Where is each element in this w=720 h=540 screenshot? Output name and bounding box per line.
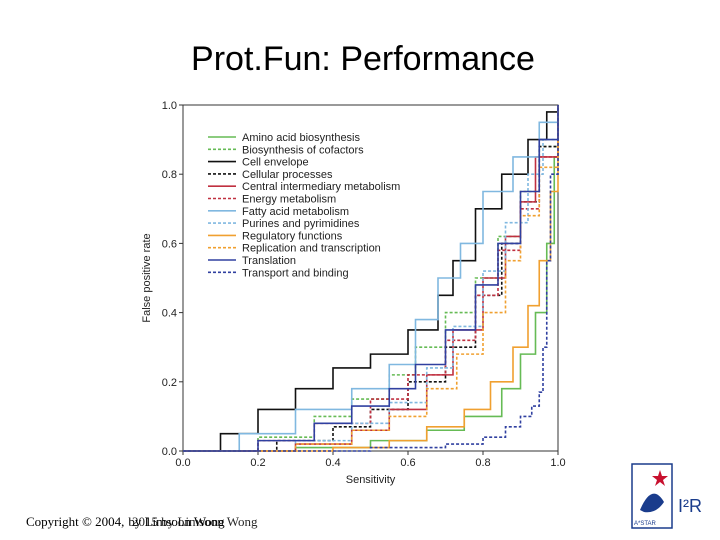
y-tick-label: 0.6 — [162, 238, 177, 250]
y-axis-label: False positive rate — [141, 233, 153, 322]
series-line — [183, 105, 559, 452]
x-tick-label: 0.0 — [175, 457, 190, 469]
series-line — [183, 105, 559, 452]
footer-author-overlay: 2015 by Limsoon Wong — [132, 514, 258, 529]
legend-label: Purines and pyrimidines — [242, 218, 360, 230]
logo-mark — [640, 493, 664, 513]
x-tick-label: 0.4 — [325, 457, 340, 469]
y-tick-label: 1.0 — [162, 100, 177, 112]
logo-frame — [631, 463, 673, 529]
footer-author: by Limsoon Wong — [128, 514, 225, 529]
chart-axes: 0.0 0.2 0.4 0.6 0.8 1.0 0.0 0.2 0.4 0.6 0.8 1.0 Sens… — [141, 100, 566, 486]
series-line — [183, 105, 559, 452]
x-tick-label: 1.0 — [550, 457, 565, 469]
y-tick-label: 0.8 — [162, 169, 177, 181]
legend-label: Biosynthesis of cofactors — [242, 144, 364, 156]
y-tick-label: 0.0 — [162, 446, 177, 458]
series-line — [183, 105, 559, 452]
x-tick-label: 0.8 — [475, 457, 490, 469]
slide-title: Prot.Fun: Performance — [191, 40, 535, 78]
series-line — [183, 105, 559, 452]
legend-label: Central intermediary metabolism — [242, 181, 400, 193]
legend-label: Transport and binding — [242, 267, 349, 279]
x-axis-label: Sensitivity — [346, 474, 396, 486]
legend-label: Cellular processes — [242, 169, 333, 181]
legend-label: Energy metabolism — [242, 194, 336, 206]
legend-label: Fatty acid metabolism — [242, 206, 349, 218]
series-line — [183, 105, 559, 452]
series-line — [183, 105, 559, 452]
i2r-logo: A*STAR I²R — [631, 463, 702, 529]
footer-copyright: Copyright © 2004, — [26, 514, 125, 529]
x-tick-label: 0.6 — [400, 457, 415, 469]
legend-label: Amino acid biosynthesis — [242, 132, 361, 144]
footer: Copyright © 2004, by Limsoon Wong 2015 by… — [26, 514, 257, 530]
series-line — [183, 105, 559, 452]
x-tick-label: 0.2 — [250, 457, 265, 469]
legend-label: Regulatory functions — [242, 230, 343, 242]
y-tick-label: 0.2 — [162, 377, 177, 389]
legend-label: Translation — [242, 255, 296, 267]
legend-label: Replication and transcription — [242, 243, 381, 255]
y-tick-label: 0.4 — [162, 308, 177, 320]
chart-series — [183, 105, 559, 452]
legend-label: Cell envelope — [242, 157, 309, 169]
star-icon — [652, 470, 668, 486]
logo-subtext: A*STAR — [634, 521, 657, 527]
logo-wordmark: I²R — [678, 496, 702, 516]
